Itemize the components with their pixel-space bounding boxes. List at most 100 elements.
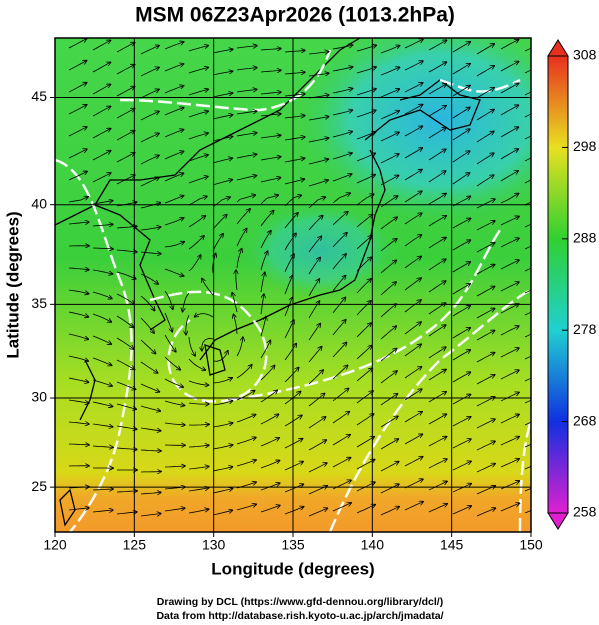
streamline [452, 64, 470, 75]
streamline [308, 347, 322, 363]
streamline [500, 414, 519, 424]
wind-streamlines [68, 39, 531, 517]
streamline [236, 229, 247, 247]
streamline [452, 506, 471, 515]
streamline [332, 276, 346, 292]
streamline [188, 89, 208, 96]
streamline [356, 215, 373, 228]
streamline [524, 179, 531, 184]
streamline [356, 368, 372, 382]
streamline [68, 444, 89, 445]
streamline [236, 365, 252, 379]
streamline [404, 105, 423, 115]
streamline [68, 197, 88, 203]
streamline [284, 298, 293, 317]
streamline [260, 231, 271, 249]
streamline [140, 227, 161, 231]
streamline [380, 462, 399, 472]
streamline [188, 155, 208, 162]
streamline [452, 284, 470, 295]
streamline [524, 91, 531, 96]
streamline [140, 427, 161, 431]
streamline [164, 108, 184, 116]
streamline [500, 370, 519, 380]
streamline [524, 69, 531, 74]
streamline [164, 312, 172, 332]
streamline [524, 421, 531, 426]
streamline [260, 49, 281, 51]
streamline [236, 133, 257, 137]
streamline [116, 226, 137, 228]
streamline [236, 154, 257, 159]
streamline [428, 216, 446, 227]
streamline [404, 479, 423, 489]
streamline [164, 508, 185, 512]
streamline [500, 62, 519, 72]
streamline [140, 405, 160, 411]
streamline [476, 153, 494, 165]
streamline [332, 45, 353, 50]
streamline [284, 158, 305, 163]
streamline [404, 126, 422, 137]
colorbar-tick-label: 268 [573, 412, 597, 428]
streamline [500, 481, 519, 490]
streamline [68, 355, 88, 361]
streamline [68, 222, 89, 224]
streamline [284, 50, 305, 52]
streamline [380, 260, 396, 274]
streamline [476, 375, 495, 385]
streamline [332, 193, 350, 204]
colorbar-tick-label: 278 [573, 321, 597, 337]
streamline [476, 265, 495, 275]
streamline [116, 131, 135, 141]
streamline [476, 441, 495, 451]
streamline [92, 248, 113, 249]
streamline [308, 301, 320, 319]
streamline [140, 111, 159, 121]
streamline [500, 437, 519, 446]
colorbar-tick-label: 308 [573, 47, 597, 63]
streamline [260, 135, 281, 139]
streamline [164, 42, 184, 50]
streamline [476, 308, 495, 319]
streamline [428, 40, 447, 51]
streamline [524, 245, 531, 250]
streamline [332, 233, 347, 248]
streamline [500, 105, 519, 116]
streamline [212, 180, 232, 186]
streamline [356, 279, 371, 294]
streamline [380, 394, 398, 406]
streamline [524, 333, 531, 338]
streamline [452, 372, 470, 383]
streamline [212, 115, 233, 120]
streamline [164, 356, 180, 370]
streamline [284, 94, 305, 96]
streamline [428, 437, 447, 447]
colorbar-extend [547, 39, 569, 57]
streamline [476, 221, 495, 231]
streamline [92, 379, 112, 386]
streamline [284, 233, 296, 251]
streamline [260, 438, 279, 447]
streamline [236, 249, 242, 269]
streamline [332, 153, 352, 160]
streamline [524, 157, 531, 162]
streamline [68, 311, 88, 317]
streamline [524, 135, 531, 140]
streamline [164, 334, 176, 352]
streamline [140, 450, 161, 451]
streamline [164, 218, 184, 226]
streamline [116, 491, 137, 492]
streamline [284, 507, 304, 515]
streamline [212, 401, 233, 406]
streamline [186, 314, 190, 335]
streamline [116, 337, 134, 349]
streamline [140, 339, 156, 354]
streamline [524, 113, 531, 118]
streamline [380, 46, 400, 54]
streamline [380, 111, 399, 120]
streamline [428, 84, 446, 95]
streamline [116, 293, 134, 304]
streamline [332, 174, 352, 182]
y-tick-label: 35 [31, 295, 47, 311]
